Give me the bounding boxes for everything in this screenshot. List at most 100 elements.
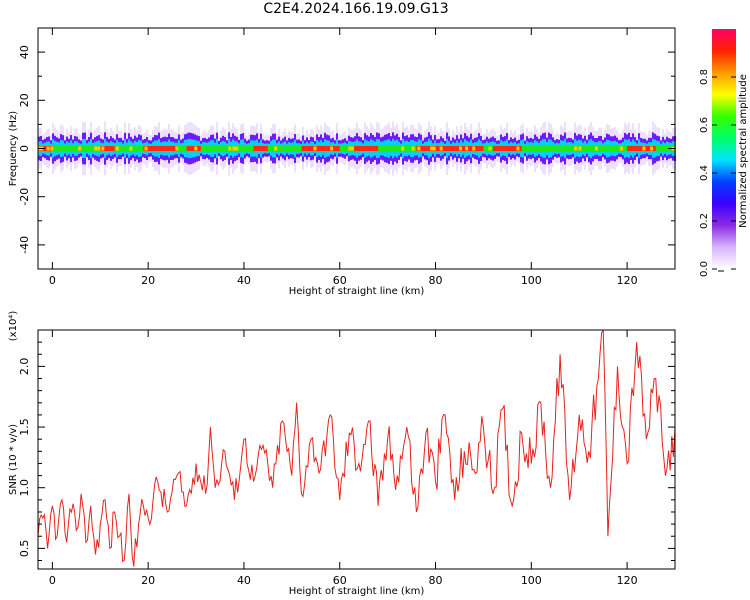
band-core (70, 144, 72, 153)
band-core (128, 144, 130, 153)
band-hotspot (46, 146, 50, 151)
band-core (272, 144, 274, 153)
band-hotspot (194, 146, 198, 151)
band-core (246, 144, 248, 153)
band-core (270, 144, 272, 153)
band-core (134, 144, 136, 153)
y-tick-label: 40 (18, 45, 31, 59)
band-core (392, 144, 394, 153)
band-core (292, 144, 294, 153)
band-core (182, 144, 184, 153)
band-core (140, 144, 142, 153)
band-core (68, 144, 70, 153)
band-core (662, 144, 664, 153)
band-core (396, 144, 398, 153)
band-core (664, 144, 666, 153)
band-core (626, 144, 628, 153)
band-hotspot (330, 146, 334, 151)
x-tick-label: 20 (141, 574, 155, 587)
band-hotspot (97, 146, 101, 151)
band-core (608, 144, 610, 153)
band-hotspot (129, 146, 133, 151)
x-axis-label: Height of straight line (km) (289, 586, 425, 597)
y-tick-label: -20 (18, 188, 31, 206)
band-core (218, 144, 220, 153)
band-core (64, 144, 66, 153)
band-core (206, 144, 208, 153)
band-core (562, 144, 564, 153)
band-core (282, 144, 284, 153)
band-core (484, 144, 486, 153)
band-peak (100, 146, 115, 151)
band-core (612, 144, 614, 153)
band-peak (186, 146, 201, 151)
x-tick-label: 0 (49, 274, 56, 287)
band-core (286, 144, 288, 153)
colorbar-tick-label: 0.0 (699, 261, 710, 277)
colorbar-tick-label: 0.6 (699, 117, 710, 133)
band-core (238, 144, 240, 153)
band-core (524, 144, 526, 153)
band-core (300, 144, 302, 153)
band-core (344, 144, 346, 153)
band-core (556, 144, 558, 153)
band-core (534, 144, 536, 153)
band-core (380, 144, 382, 153)
colorbar-tick-label: 0.4 (699, 165, 710, 181)
band-core (90, 144, 92, 153)
band-hotspot (228, 146, 232, 151)
x-tick-label: 40 (237, 274, 251, 287)
band-core (184, 144, 186, 153)
band-core (624, 144, 626, 153)
band-peak (253, 146, 268, 151)
band-peak (627, 146, 656, 151)
band-core (558, 144, 560, 153)
band-core (600, 144, 602, 153)
band-hotspot (642, 146, 646, 151)
band-core (84, 144, 86, 153)
band-core (564, 144, 566, 153)
band-core (544, 144, 546, 153)
band-core (598, 144, 600, 153)
band-core (616, 144, 618, 153)
band-core (122, 144, 124, 153)
band-core (666, 144, 668, 153)
band-core (592, 144, 594, 153)
band-hotspot (401, 146, 405, 151)
band-core (220, 144, 222, 153)
band-core (546, 144, 548, 153)
band-core (296, 144, 298, 153)
band-core (386, 144, 388, 153)
band-core (522, 144, 524, 153)
band-core (622, 144, 624, 153)
band-core (604, 144, 606, 153)
band-core (340, 144, 342, 153)
band-hotspot (235, 146, 239, 151)
band-core (210, 144, 212, 153)
band-core (656, 144, 658, 153)
band-core (86, 144, 88, 153)
band-core (542, 144, 544, 153)
band-core (178, 144, 180, 153)
band-core (568, 144, 570, 153)
y-tick-label: 1.0 (18, 479, 31, 497)
y-axis-label: SNR (10 * v/v) (8, 424, 19, 495)
x-tick-label: 60 (333, 574, 347, 587)
band-hotspot (350, 146, 354, 151)
band-core (118, 144, 120, 153)
band-core (202, 144, 204, 153)
band-core (554, 144, 556, 153)
colorbar-label: Normalized spectral amplitude (738, 74, 749, 228)
band-core (528, 144, 530, 153)
band-core (378, 144, 380, 153)
band-core (532, 144, 534, 153)
band-core (240, 144, 242, 153)
band-core (384, 144, 386, 153)
band-core (284, 144, 286, 153)
band-core (126, 144, 128, 153)
band-peak (416, 146, 484, 151)
x-tick-label: 80 (429, 274, 443, 287)
y-tick-label: 20 (18, 93, 31, 107)
x-tick-label: 100 (521, 274, 542, 287)
